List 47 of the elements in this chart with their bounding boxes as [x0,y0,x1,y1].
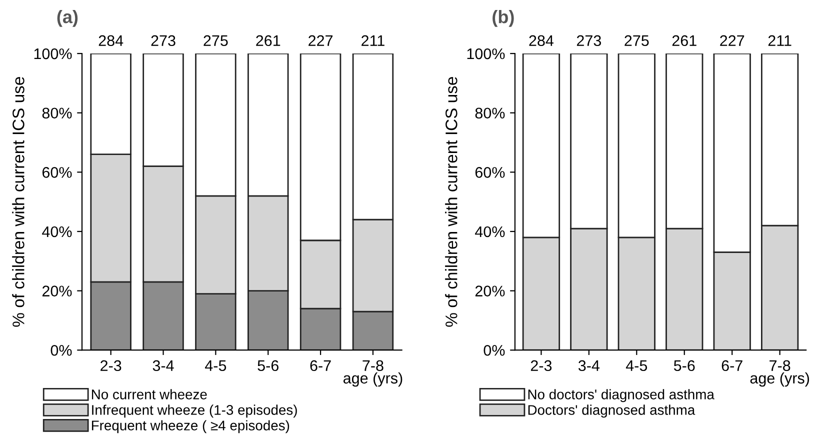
y-tick-label: 20% [475,286,505,296]
y-tick-label: 20% [42,286,72,296]
text: 273 [151,35,176,46]
y-tick-label: 0% [484,344,505,356]
x-axis-title: age (yrs) [343,372,402,387]
text: 275 [624,35,649,46]
text: 211 [362,35,384,46]
x-tick-label: 7-8 [362,360,384,372]
x-tick-label: 5-6 [674,360,695,372]
legend-label: Frequent wheeze ( ≥4 episodes) [92,420,290,434]
y-tick-label: 40% [475,226,505,238]
chart-title: (b) [492,10,514,27]
x-tick-label: 5-6 [258,360,278,372]
x-tick-label: 4-5 [626,360,648,372]
legend-label: No current wheeze [92,389,207,400]
legend-label: No doctors' diagnosed asthma [528,389,714,402]
y-tick-label: 0% [50,344,72,356]
y-axis-title: % of children with current ICS use [12,77,24,327]
text: 211 [768,35,792,46]
text: 261 [672,35,696,46]
text: 284 [529,35,554,46]
legend-label: Doctors' diagnosed asthma [528,404,696,418]
x-tick-label: 6-7 [722,360,742,372]
y-tick-label: 80% [475,108,505,119]
y-tick-label: 60% [42,167,72,178]
y-axis-title: % of children with current ICS use [445,77,458,327]
x-tick-label: 3-4 [152,360,174,372]
x-tick-label: 2-3 [100,360,122,372]
text: 273 [576,35,602,46]
x-tick-label: 6-7 [310,360,331,372]
x-tick-label: 2-3 [530,360,552,372]
text: 227 [720,35,744,46]
legend-label: Infrequent wheeze (1-3 episodes) [92,404,297,418]
chart-title: (a) [57,10,78,27]
y-tick-label: 40% [42,226,72,238]
x-tick-label: 3-4 [578,360,600,372]
y-tick-label: 100% [34,48,72,60]
y-tick-label: 80% [42,108,72,119]
text: 275 [204,35,228,46]
text: 261 [256,35,280,46]
x-tick-label: 7-8 [770,360,790,372]
text: 284 [98,35,124,46]
y-tick-label: 60% [475,167,505,178]
y-tick-label: 100% [467,48,505,60]
x-tick-label: 4-5 [205,360,226,372]
x-axis-title: age (yrs) [750,372,810,387]
text: 227 [308,35,333,46]
